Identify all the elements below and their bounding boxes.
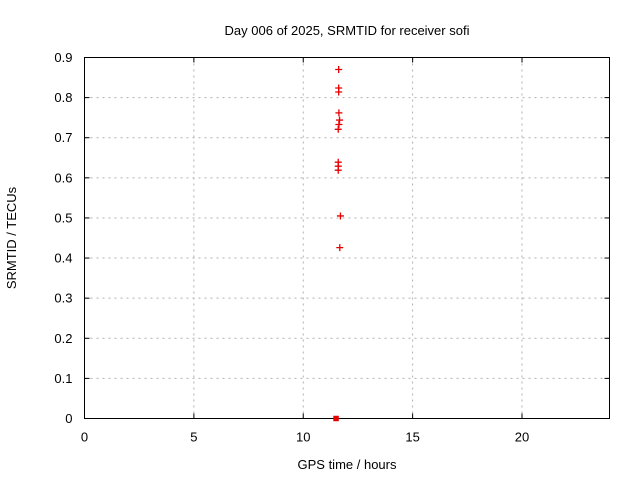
- data-point-plus: [335, 88, 343, 96]
- y-tick-label: 0.6: [54, 170, 72, 185]
- data-point-square: [333, 415, 339, 422]
- x-tick-label: 15: [405, 430, 419, 445]
- data-point-plus: [336, 244, 344, 252]
- data-point-plus: [334, 166, 342, 174]
- y-tick-label: 0.8: [54, 90, 72, 105]
- y-tick-label: 0.3: [54, 291, 72, 306]
- x-tick-label: 5: [190, 430, 197, 445]
- data-point-plus: [334, 125, 342, 133]
- data-point-plus: [336, 212, 344, 220]
- data-point-plus: [335, 109, 343, 117]
- data-points-layer: [333, 66, 344, 422]
- y-tick-label: 0.7: [54, 130, 72, 145]
- x-tick-label: 10: [296, 430, 310, 445]
- x-axis-label: GPS time / hours: [298, 457, 397, 472]
- y-tick-label: 0: [65, 411, 72, 426]
- axes-layer: [84, 57, 610, 419]
- y-tick-label: 0.4: [54, 251, 72, 266]
- plot-border: [84, 57, 610, 419]
- chart-title: Day 006 of 2025, SRMTID for receiver sof…: [225, 23, 470, 38]
- data-point-plus: [335, 120, 343, 128]
- y-axis-label: SRMTID / TECUs: [4, 186, 19, 289]
- x-tick-label: 0: [81, 430, 88, 445]
- y-tick-label: 0.9: [54, 50, 72, 65]
- data-point-plus: [335, 66, 343, 74]
- tick-labels-layer: 0 5 10 15 20 0 0.1 0.2 0.3 0.4 0.5 0.6 0.7 0.8 0.9: [54, 50, 529, 445]
- y-tick-label: 0.1: [54, 371, 72, 386]
- grid-layer: [84, 57, 610, 419]
- y-tick-label: 0.2: [54, 331, 72, 346]
- y-tick-label: 0.5: [54, 210, 72, 225]
- x-tick-label: 20: [515, 430, 529, 445]
- data-point-plus: [336, 116, 344, 124]
